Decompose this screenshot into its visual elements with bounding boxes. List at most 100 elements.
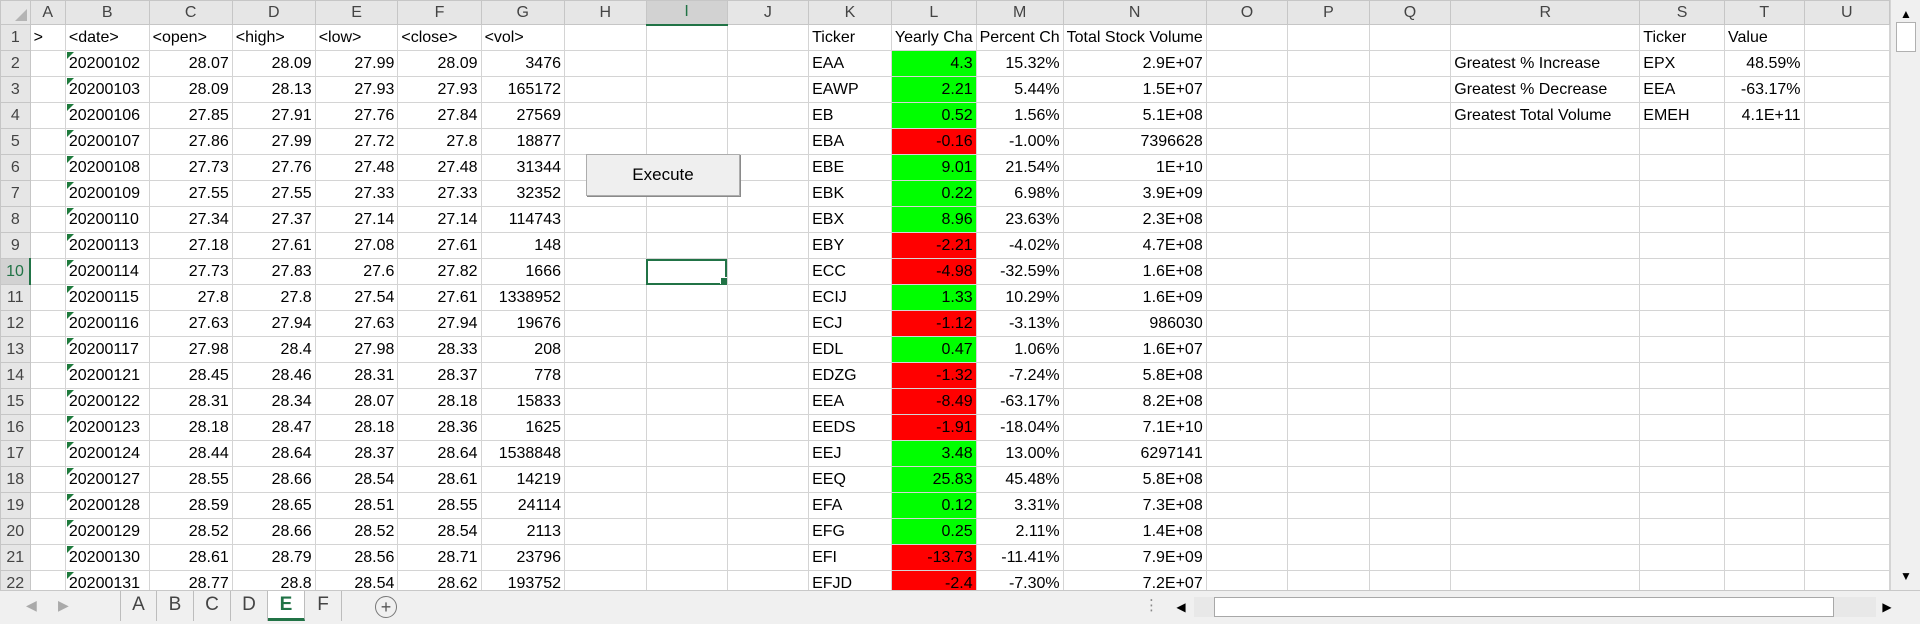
cell-p13[interactable] (1287, 336, 1370, 363)
cell-n8[interactable]: 2.3E+08 (1062, 206, 1207, 233)
cell-g7[interactable]: 32352 (480, 180, 566, 207)
cell-u16[interactable] (1803, 414, 1890, 441)
cell-p5[interactable] (1287, 128, 1370, 155)
cell-i9[interactable] (645, 232, 728, 259)
cell-m19[interactable]: 3.31% (975, 492, 1064, 519)
cell-r17[interactable] (1450, 440, 1641, 467)
cell-f10[interactable]: 27.82 (397, 258, 482, 285)
cell-j18[interactable] (726, 466, 810, 493)
cell-s15[interactable] (1639, 388, 1726, 415)
cell-o4[interactable] (1205, 102, 1289, 129)
cell-d20[interactable]: 28.66 (231, 518, 316, 545)
cell-d18[interactable]: 28.66 (231, 466, 316, 493)
cell-l9[interactable]: -2.21 (890, 232, 977, 259)
cell-g13[interactable]: 208 (480, 336, 566, 363)
cell-h8[interactable] (564, 206, 647, 233)
cell-p16[interactable] (1287, 414, 1370, 441)
cell-l7[interactable]: 0.22 (890, 180, 977, 207)
cell-n9[interactable]: 4.7E+08 (1062, 232, 1207, 259)
cell-l18[interactable]: 25.83 (890, 466, 977, 493)
cell-i20[interactable] (645, 518, 728, 545)
cell-g9[interactable]: 148 (480, 232, 566, 259)
cell-p12[interactable] (1287, 310, 1370, 337)
select-all-corner[interactable] (0, 0, 31, 25)
cell-g21[interactable]: 23796 (480, 544, 566, 571)
cell-q21[interactable] (1368, 544, 1452, 571)
cell-d19[interactable]: 28.65 (231, 492, 316, 519)
cell-m4[interactable]: 1.56% (975, 102, 1064, 129)
cell-n10[interactable]: 1.6E+08 (1062, 258, 1207, 285)
cell-k20[interactable]: EFG (808, 518, 892, 545)
cell-o15[interactable] (1205, 388, 1289, 415)
cell-b11[interactable]: 20200115 (64, 284, 150, 311)
cell-j19[interactable] (726, 492, 810, 519)
cell-s11[interactable] (1639, 284, 1726, 311)
vertical-scroll-thumb[interactable] (1896, 22, 1916, 52)
cell-g11[interactable]: 1338952 (480, 284, 566, 311)
cell-r16[interactable] (1450, 414, 1641, 441)
cell-d17[interactable]: 28.64 (231, 440, 316, 467)
cell-u3[interactable] (1803, 76, 1890, 103)
cell-a12[interactable] (29, 310, 66, 337)
cell-l6[interactable]: 9.01 (890, 154, 977, 181)
cell-d2[interactable]: 28.09 (231, 50, 316, 77)
cell-q18[interactable] (1368, 466, 1452, 493)
cell-g10[interactable]: 1666 (480, 258, 566, 285)
cell-l10[interactable]: -4.98 (890, 258, 977, 285)
cell-a2[interactable] (29, 50, 66, 77)
cell-q13[interactable] (1368, 336, 1452, 363)
cell-r18[interactable] (1450, 466, 1641, 493)
cell-i5[interactable] (645, 128, 728, 155)
cell-k4[interactable]: EB (808, 102, 892, 129)
cell-m21[interactable]: -11.41% (975, 544, 1064, 571)
cell-l2[interactable]: 4.3 (890, 50, 977, 77)
cell-n5[interactable]: 7396628 (1062, 128, 1207, 155)
cell-c4[interactable]: 27.85 (148, 102, 233, 129)
cell-m11[interactable]: 10.29% (975, 284, 1064, 311)
column-header-i[interactable]: I (645, 0, 728, 26)
cell-f15[interactable]: 28.18 (397, 388, 482, 415)
cell-e18[interactable]: 28.54 (314, 466, 399, 493)
row-header[interactable]: 3 (0, 76, 31, 103)
cell-c19[interactable]: 28.59 (148, 492, 233, 519)
cell-i12[interactable] (645, 310, 728, 337)
cell-f22[interactable]: 28.62 (397, 570, 482, 590)
cell-g6[interactable]: 31344 (480, 154, 566, 181)
cell-d8[interactable]: 27.37 (231, 206, 316, 233)
cell-c20[interactable]: 28.52 (148, 518, 233, 545)
cell-k5[interactable]: EBA (808, 128, 892, 155)
cell-b7[interactable]: 20200109 (64, 180, 150, 207)
cell-b5[interactable]: 20200107 (64, 128, 150, 155)
cell-e21[interactable]: 28.56 (314, 544, 399, 571)
cell-r22[interactable] (1450, 570, 1641, 590)
cell-m22[interactable]: -7.30% (975, 570, 1064, 590)
cell-f1[interactable]: <close> (397, 24, 482, 51)
cell-k9[interactable]: EBY (808, 232, 892, 259)
cell-o10[interactable] (1205, 258, 1289, 285)
add-sheet-icon[interactable]: + (375, 596, 397, 618)
cell-d22[interactable]: 28.8 (231, 570, 316, 590)
cell-a8[interactable] (29, 206, 66, 233)
cell-u1[interactable] (1803, 24, 1890, 51)
cell-d7[interactable]: 27.55 (231, 180, 316, 207)
cell-t15[interactable] (1724, 388, 1805, 415)
cell-k13[interactable]: EDL (808, 336, 892, 363)
cell-i11[interactable] (645, 284, 728, 311)
cell-r2[interactable]: Greatest % Increase (1450, 50, 1641, 77)
cell-s18[interactable] (1639, 466, 1726, 493)
cell-b6[interactable]: 20200108 (64, 154, 150, 181)
cell-h12[interactable] (564, 310, 647, 337)
cell-e1[interactable]: <low> (314, 24, 399, 51)
cell-h5[interactable] (564, 128, 647, 155)
row-header[interactable]: 11 (0, 284, 31, 311)
cell-q19[interactable] (1368, 492, 1452, 519)
column-header-h[interactable]: H (564, 0, 647, 25)
cell-h22[interactable] (564, 570, 647, 590)
cell-b16[interactable]: 20200123 (64, 414, 150, 441)
scroll-down-icon[interactable]: ▼ (1900, 569, 1912, 583)
cell-h1[interactable] (564, 24, 647, 51)
cell-i2[interactable] (645, 50, 728, 77)
column-header-k[interactable]: K (808, 0, 892, 25)
cell-n17[interactable]: 6297141 (1062, 440, 1207, 467)
cell-g1[interactable]: <vol> (480, 24, 566, 51)
